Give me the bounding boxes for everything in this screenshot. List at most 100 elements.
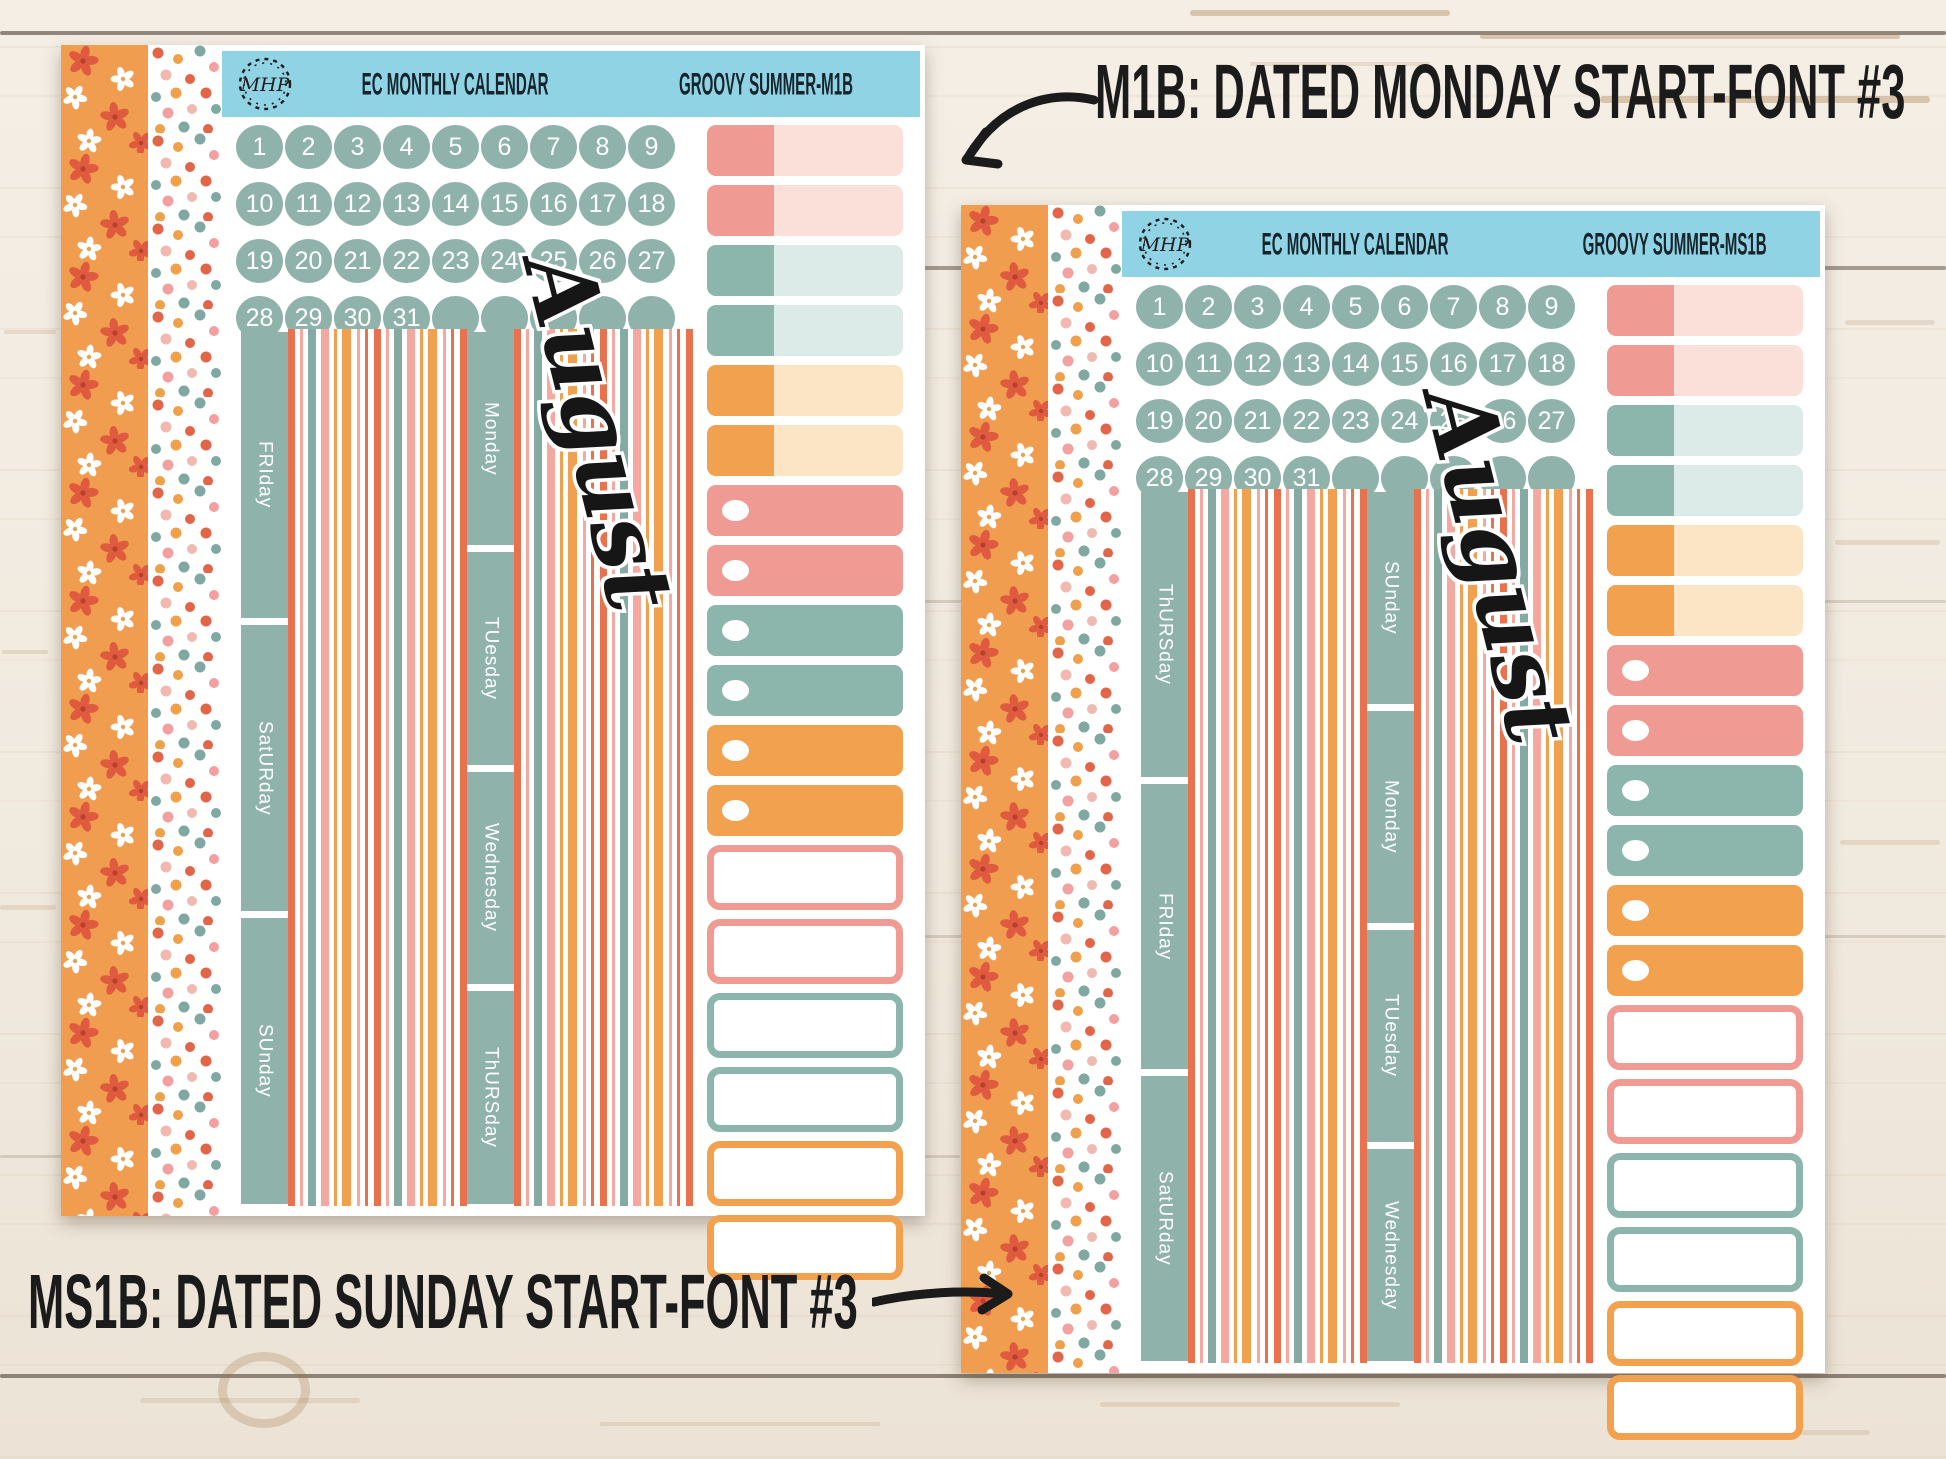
- date-circle-19: 19: [1136, 399, 1183, 443]
- date-circle-12: 12: [334, 182, 381, 226]
- swatch-light-half: [773, 425, 903, 476]
- date-circle-8: 8: [579, 125, 626, 169]
- mhp-logo-text: MHP: [1140, 234, 1191, 256]
- date-circle-6: 6: [481, 125, 528, 169]
- swatch-outline-orange: [1607, 1301, 1803, 1366]
- swatch-two-tone-teal: [707, 245, 903, 296]
- date-circle-21: 21: [334, 239, 381, 283]
- swatch-two-tone-orange: [707, 365, 903, 416]
- swatch-dot-teal: [1607, 825, 1803, 876]
- date-circle-8: 8: [1479, 285, 1526, 329]
- swatch-sticker-column: [707, 125, 903, 1280]
- swatch-outline-orange: [1607, 1375, 1803, 1440]
- white-dot: [1622, 900, 1649, 921]
- date-circle-9: 9: [628, 125, 675, 169]
- date-circle-27: 27: [1528, 399, 1575, 443]
- date-circle-16: 16: [530, 182, 577, 226]
- date-circle-18: 18: [1528, 342, 1575, 386]
- swatch-outline-teal: [1607, 1153, 1803, 1218]
- weekday-segment-friday: FRIday: [1141, 784, 1188, 1069]
- date-circle-10: 10: [1136, 342, 1183, 386]
- wood-grain-streak: [1845, 320, 1935, 325]
- swatch-light-half: [1673, 525, 1803, 576]
- header-title: EC MONTHLY CALENDAR: [361, 65, 549, 102]
- swatch-light-half: [1673, 285, 1803, 336]
- wood-grain-streak: [600, 1422, 880, 1426]
- mhp-logo: MHP: [1138, 217, 1192, 271]
- swatch-dot-pink: [1607, 645, 1803, 696]
- annotation-ms1b-label: MS1B: DATED SUNDAY START-FONT #3: [28, 1259, 858, 1346]
- wood-plank-seam: [0, 1374, 1946, 1378]
- white-dot: [1622, 660, 1649, 681]
- swatch-two-tone-pink: [1607, 345, 1803, 396]
- swatch-light-half: [773, 125, 903, 176]
- swatch-outline-orange: [707, 1141, 903, 1206]
- sheet-header: MHP EC MONTHLY CALENDAR GROOVY SUMMER-MS…: [1122, 211, 1820, 277]
- swatch-light-half: [1673, 585, 1803, 636]
- annotation-m1b-label: M1B: DATED MONDAY START-FONT #3: [1095, 49, 1906, 136]
- weekday-segment-thursday: ThURSday: [1141, 492, 1188, 777]
- washi-strip-dots: [1048, 205, 1122, 1373]
- weekday-strip-thu-fri-sat: ThURSday FRIday SatURday: [1141, 492, 1188, 1361]
- swatch-solid-half: [1607, 585, 1674, 636]
- weekday-strip-sun-wed: SUnday Monday TUesday Wednesday: [1367, 492, 1414, 1361]
- date-circle-23: 23: [1332, 399, 1379, 443]
- date-circle-11: 11: [1185, 342, 1232, 386]
- weekday-label: Wednesday: [480, 823, 502, 933]
- date-circle-26: 26: [1479, 399, 1526, 443]
- white-dot: [722, 620, 749, 641]
- weekday-label: TUesday: [1380, 994, 1402, 1078]
- date-circle-3: 3: [334, 125, 381, 169]
- wood-grain-streak: [1835, 540, 1940, 545]
- white-dot: [1622, 960, 1649, 981]
- date-circle-27: 27: [628, 239, 675, 283]
- date-circle-1: 1: [236, 125, 283, 169]
- swatch-light-half: [1673, 405, 1803, 456]
- swatch-sticker-column: [1607, 285, 1803, 1440]
- swatch-solid-half: [707, 365, 774, 416]
- weekday-label: TUesday: [480, 616, 502, 700]
- weekday-segment-friday: FRIday: [241, 332, 288, 618]
- swatch-two-tone-pink: [707, 125, 903, 176]
- date-circle-24: 24: [1381, 399, 1428, 443]
- date-circle-9: 9: [1528, 285, 1575, 329]
- date-circle-16: 16: [1430, 342, 1477, 386]
- weekday-label: FRIday: [1154, 892, 1176, 961]
- weekday-segment-tuesday: TUesday: [467, 551, 514, 765]
- swatch-two-tone-orange: [1607, 525, 1803, 576]
- weekday-segment-sunday: SUnday: [241, 918, 288, 1204]
- swatch-dot-orange: [707, 785, 903, 836]
- swatch-outline-teal: [707, 1067, 903, 1132]
- date-circle-15: 15: [481, 182, 528, 226]
- wood-grain-streak: [1840, 840, 1940, 845]
- swatch-light-half: [773, 185, 903, 236]
- date-circle-1: 1: [1136, 285, 1183, 329]
- wood-grain-streak: [1100, 1402, 1400, 1407]
- wood-stain-ring: [218, 1352, 310, 1428]
- date-circle-2: 2: [1185, 285, 1232, 329]
- striped-washi-column: [288, 329, 467, 1206]
- date-circle-14: 14: [1332, 342, 1379, 386]
- wood-grain-streak: [4, 330, 56, 334]
- swatch-dot-teal: [1607, 765, 1803, 816]
- swatch-solid-half: [707, 425, 774, 476]
- wood-grain-streak: [0, 905, 56, 910]
- date-circle-10: 10: [236, 182, 283, 226]
- date-circle-14: 14: [432, 182, 479, 226]
- white-dot: [722, 680, 749, 701]
- swatch-outline-orange: [707, 1215, 903, 1280]
- weekday-segment-monday: Monday: [467, 332, 514, 545]
- weekday-segment-saturday: SatURday: [1141, 1076, 1188, 1361]
- striped-washi-column: [1414, 489, 1593, 1363]
- washi-strip-floral: [961, 205, 1048, 1373]
- swatch-solid-half: [707, 305, 774, 356]
- swatch-two-tone-teal: [1607, 465, 1803, 516]
- swatch-outline-pink: [1607, 1079, 1803, 1144]
- weekday-label: ThURSday: [480, 1047, 502, 1149]
- swatch-two-tone-teal: [707, 305, 903, 356]
- swatch-solid-half: [1607, 345, 1674, 396]
- swatch-dot-orange: [1607, 945, 1803, 996]
- white-dot: [1622, 840, 1649, 861]
- swatch-dot-orange: [707, 725, 903, 776]
